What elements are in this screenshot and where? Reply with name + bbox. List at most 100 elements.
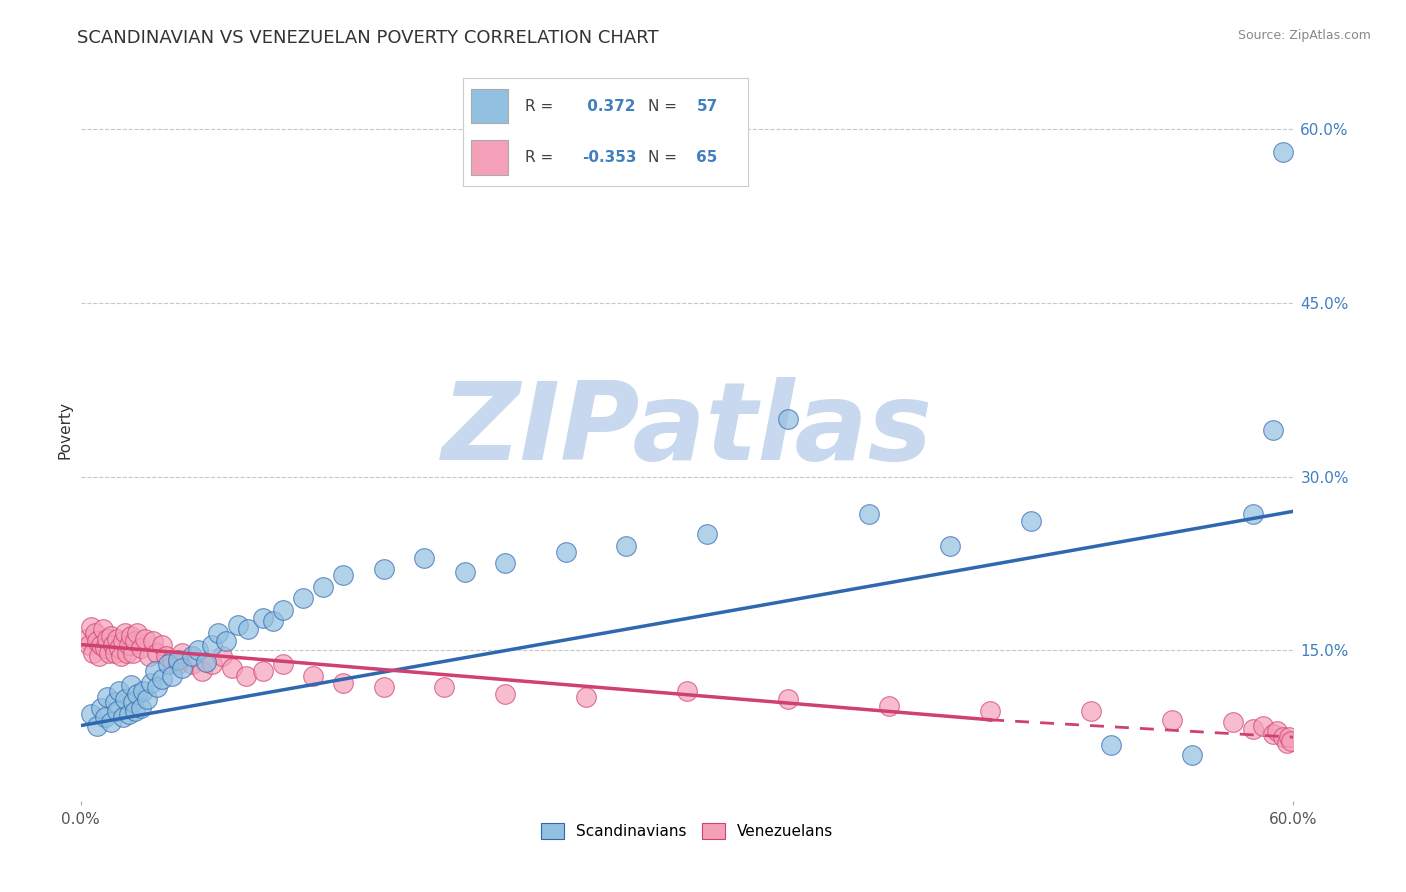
Point: [156, 657, 179, 672]
Point: [100, 715, 122, 730]
Point: [146, 681, 169, 695]
Point: [142, 634, 165, 648]
Point: [194, 655, 217, 669]
Point: [82, 646, 104, 660]
Point: [129, 640, 152, 655]
Point: [1181, 747, 1204, 762]
Point: [433, 681, 456, 695]
Point: [877, 698, 900, 713]
Point: [120, 629, 142, 643]
Point: [122, 646, 145, 660]
Point: [97, 646, 120, 660]
Point: [332, 675, 354, 690]
Point: [215, 634, 238, 648]
Point: [145, 664, 167, 678]
Point: [302, 669, 325, 683]
Point: [91, 623, 114, 637]
Point: [86, 634, 108, 648]
Point: [494, 557, 516, 571]
Point: [104, 646, 127, 660]
Point: [201, 657, 224, 672]
Point: [112, 710, 135, 724]
Point: [616, 539, 638, 553]
Point: [118, 706, 141, 721]
Point: [858, 507, 880, 521]
Point: [676, 683, 699, 698]
Point: [1272, 145, 1295, 160]
Point: [1277, 736, 1299, 750]
Point: [252, 611, 274, 625]
Text: SCANDINAVIAN VS VENEZUELAN POVERTY CORRELATION CHART: SCANDINAVIAN VS VENEZUELAN POVERTY CORRE…: [77, 29, 659, 46]
Point: [105, 632, 128, 646]
Point: [238, 623, 260, 637]
Point: [453, 565, 475, 579]
Point: [77, 638, 100, 652]
Text: Source: ZipAtlas.com: Source: ZipAtlas.com: [1237, 29, 1371, 42]
Point: [373, 681, 395, 695]
Point: [166, 652, 188, 666]
Point: [252, 664, 274, 678]
Point: [104, 695, 127, 709]
Point: [124, 704, 146, 718]
Point: [1241, 507, 1264, 521]
Point: [291, 591, 314, 606]
Point: [127, 687, 149, 701]
Point: [96, 632, 118, 646]
Point: [146, 646, 169, 660]
Point: [1222, 715, 1244, 730]
Text: ZIPatlas: ZIPatlas: [441, 377, 932, 483]
Point: [112, 634, 135, 648]
Point: [87, 649, 110, 664]
Legend: Scandinavians, Venezuelans: Scandinavians, Venezuelans: [534, 817, 839, 845]
Point: [211, 649, 233, 664]
Point: [80, 620, 103, 634]
Point: [134, 632, 156, 646]
Point: [129, 701, 152, 715]
Point: [96, 690, 118, 704]
Point: [191, 664, 214, 678]
Point: [76, 632, 98, 646]
Point: [160, 669, 183, 683]
Point: [207, 626, 229, 640]
Point: [160, 652, 183, 666]
Point: [114, 692, 136, 706]
Point: [150, 638, 173, 652]
Point: [108, 640, 131, 655]
Y-axis label: Poverty: Poverty: [58, 401, 72, 459]
Point: [170, 646, 193, 660]
Point: [80, 706, 103, 721]
Point: [778, 692, 800, 706]
Point: [1251, 718, 1274, 732]
Point: [1272, 730, 1295, 744]
Point: [120, 678, 142, 692]
Point: [696, 527, 718, 541]
Point: [108, 683, 131, 698]
Point: [115, 646, 138, 660]
Point: [90, 701, 112, 715]
Point: [332, 568, 354, 582]
Point: [1278, 730, 1301, 744]
Point: [979, 704, 1001, 718]
Point: [100, 629, 122, 643]
Point: [262, 615, 284, 629]
Point: [122, 695, 145, 709]
Point: [1263, 727, 1285, 741]
Point: [271, 603, 294, 617]
Point: [138, 649, 160, 664]
Point: [166, 657, 188, 672]
Point: [1279, 733, 1302, 747]
Point: [226, 617, 249, 632]
Point: [94, 640, 117, 655]
Point: [1263, 423, 1285, 437]
Point: [1080, 704, 1102, 718]
Point: [132, 683, 155, 698]
Point: [155, 649, 177, 664]
Point: [150, 673, 173, 687]
Point: [180, 649, 202, 664]
Point: [1241, 722, 1264, 736]
Point: [235, 669, 257, 683]
Point: [124, 634, 146, 648]
Point: [494, 687, 516, 701]
Point: [114, 626, 136, 640]
Point: [1265, 724, 1288, 739]
